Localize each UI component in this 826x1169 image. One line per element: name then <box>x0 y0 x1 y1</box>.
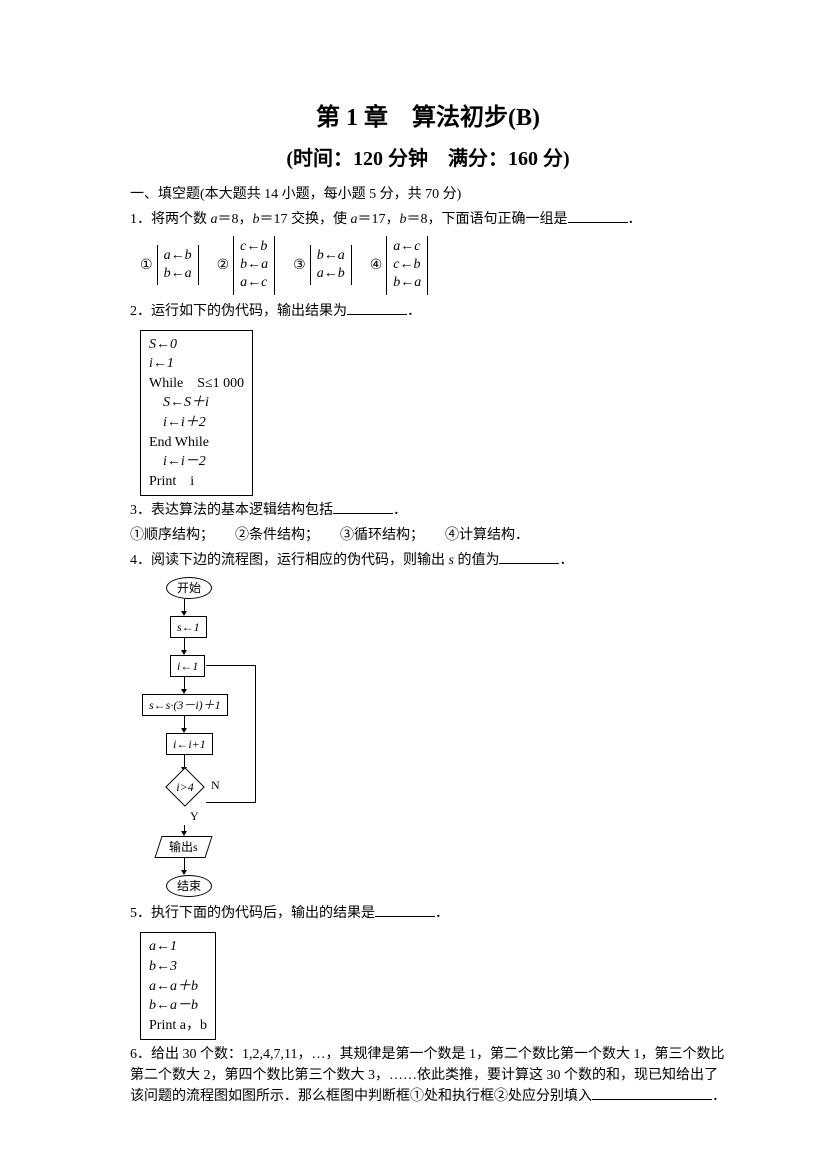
flow-label-y: Y <box>190 807 199 825</box>
q2-code-0: S←0 <box>149 335 244 355</box>
q2-blank <box>347 301 407 315</box>
q5-code-1: b←3 <box>149 957 207 977</box>
q5-code: a←1 b←3 a←a＋b b←a－b Print a，b <box>140 932 216 1040</box>
q5-code-4: Print a，b <box>149 1016 207 1036</box>
question-5: 5．执行下面的伪代码后，输出的结果是 ． <box>130 903 726 924</box>
q1-var-b2: b <box>400 212 407 227</box>
flow-start: 开始 <box>166 577 212 599</box>
q2-code-6: i←i－2 <box>149 452 244 472</box>
q1-c4-label: ④ <box>370 255 383 276</box>
q2-code: S←0 i←1 While S≤1 000 S←S＋i i←i＋2 End Wh… <box>140 330 253 497</box>
q1-c4-line1: c←b <box>393 256 421 274</box>
q1-choice-1: ① a←b b←a <box>140 245 199 285</box>
q1-var-a2: a <box>351 212 358 227</box>
q1-c1-label: ① <box>140 255 153 276</box>
q5-suffix: ． <box>435 906 449 921</box>
q1-c4-box: a←c c←b b←a <box>386 236 428 295</box>
flow-end: 结束 <box>166 875 212 897</box>
q2-text: 2．运行如下的伪代码，输出结果为 <box>130 304 347 319</box>
q1-blank <box>568 209 628 223</box>
q2-code-4: i←i＋2 <box>149 413 244 433</box>
q4-blank <box>499 550 559 564</box>
section-1-heading: 一、填空题(本大题共 14 小题，每小题 5 分，共 70 分) <box>130 184 726 205</box>
q1-choice-2: ② c←b b←a a←c <box>217 236 276 295</box>
q1-text-a: 1．将两个数 <box>130 212 211 227</box>
q2-code-5: End While <box>149 433 244 453</box>
flow-cond: i>4 <box>163 778 207 796</box>
q1-c3-line0: b←a <box>317 247 345 265</box>
question-1: 1．将两个数 a＝8，b＝17 交换，使 a＝17，b＝8，下面语句正确一组是． <box>130 209 726 230</box>
q5-blank <box>375 903 435 917</box>
exam-meta: (时间：120 分钟 满分：160 分) <box>130 144 726 174</box>
q3-suffix: ． <box>393 503 407 518</box>
q4-text-a: 4．阅读下边的流程图，运行相应的伪代码，则输出 <box>130 553 449 568</box>
q1-c4-line2: b←a <box>393 274 421 292</box>
q5-text: 5．执行下面的伪代码后，输出的结果是 <box>130 906 375 921</box>
q4-text-b: 的值为 <box>454 553 500 568</box>
q1-c3-label: ③ <box>293 255 306 276</box>
flow-output: 输出s <box>154 836 212 858</box>
q1-c3-line1: a←b <box>317 265 345 283</box>
q3-options: ①顺序结构； ②条件结构； ③循环结构； ④计算结构． <box>130 525 726 546</box>
q4-suffix: ． <box>559 553 573 568</box>
chapter-title: 第 1 章 算法初步(B) <box>130 100 726 136</box>
q2-code-2: While S≤1 000 <box>149 374 244 394</box>
q2-code-3: S←S＋i <box>149 393 244 413</box>
q1-choice-3: ③ b←a a←b <box>293 245 352 285</box>
q1-text-e: ＝8，下面语句正确一组是 <box>407 212 568 227</box>
question-3: 3．表达算法的基本逻辑结构包括 ． <box>130 500 726 521</box>
q1-c1-line0: a←b <box>164 247 192 265</box>
q1-c2-line0: c←b <box>240 238 268 256</box>
q1-c2-box: c←b b←a a←c <box>233 236 275 295</box>
q1-choice-4: ④ a←c c←b b←a <box>370 236 429 295</box>
flow-diamond: i>4 <box>163 772 207 802</box>
q2-code-1: i←1 <box>149 354 244 374</box>
q1-suffix: ． <box>628 212 642 227</box>
q6-suffix: ． <box>712 1089 726 1104</box>
q6-blank <box>592 1086 712 1100</box>
q2-code-7: Print i <box>149 472 244 492</box>
flow-loop-line <box>206 665 256 803</box>
q3-text: 3．表达算法的基本逻辑结构包括 <box>130 503 333 518</box>
q5-code-3: b←a－b <box>149 996 207 1016</box>
q1-var-b1: b <box>253 212 260 227</box>
question-4: 4．阅读下边的流程图，运行相应的伪代码，则输出 s 的值为． <box>130 550 726 571</box>
q1-text-b: ＝8， <box>218 212 253 227</box>
question-6: 6．给出 30 个数：1,2,4,7,11，…，其规律是第一个数是 1，第二个数… <box>130 1044 726 1107</box>
q1-text-c: ＝17 交换，使 <box>260 212 351 227</box>
question-2: 2．运行如下的伪代码，输出结果为 ． <box>130 301 726 322</box>
flow-b2: i←1 <box>170 655 205 677</box>
q1-c3-box: b←a a←b <box>310 245 352 285</box>
q5-code-0: a←1 <box>149 937 207 957</box>
q1-c2-line2: a←c <box>240 274 268 292</box>
q1-c1-box: a←b b←a <box>157 245 199 285</box>
q2-suffix: ． <box>407 304 421 319</box>
q5-code-2: a←a＋b <box>149 977 207 997</box>
q1-choices: ① a←b b←a ② c←b b←a a←c ③ b←a a←b ④ a←c … <box>140 236 726 295</box>
flow-b1: s←1 <box>170 616 207 638</box>
q3-blank <box>333 500 393 514</box>
q1-var-a1: a <box>211 212 218 227</box>
q4-flowchart: 开始 s←1 i←1 s←s·(3－i)＋1 i←i+1 i>4 N Y 输出s… <box>160 577 330 897</box>
q1-text-d: ＝17， <box>358 212 400 227</box>
q1-c2-line1: b←a <box>240 256 268 274</box>
q1-c4-line0: a←c <box>393 238 421 256</box>
q1-c1-line1: b←a <box>164 265 192 283</box>
q1-c2-label: ② <box>217 255 230 276</box>
